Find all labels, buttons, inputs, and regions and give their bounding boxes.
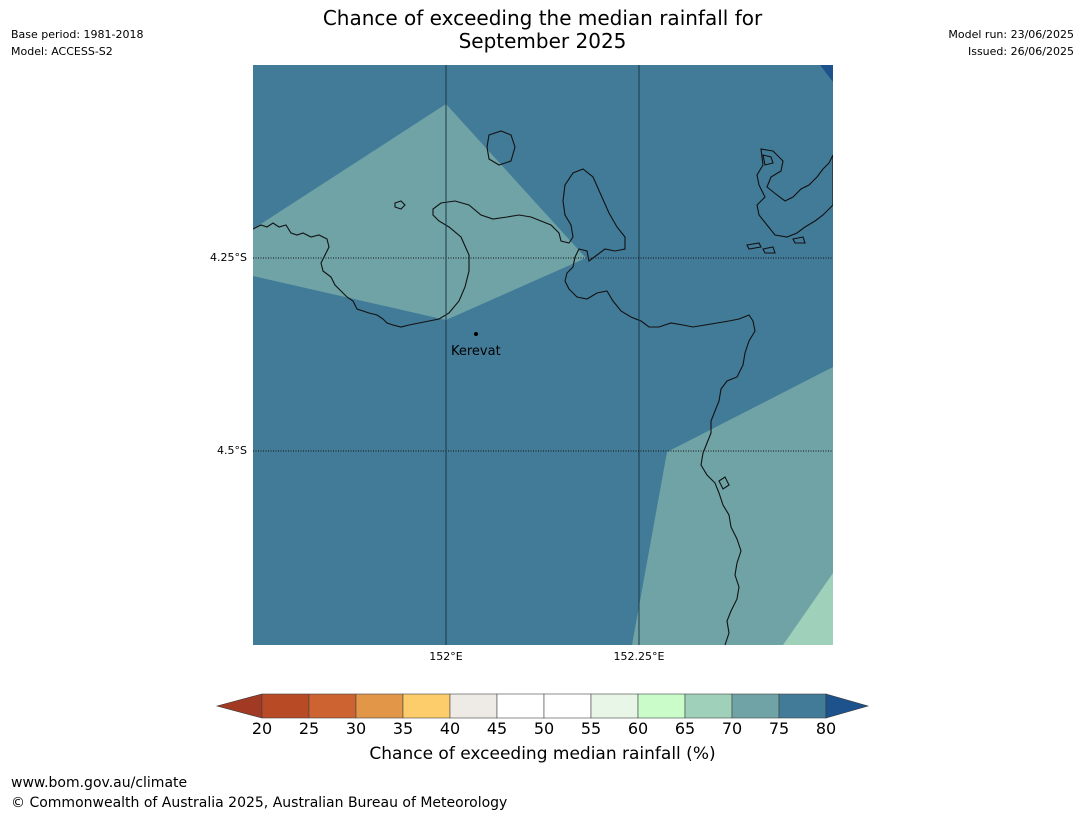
kerevat-label: Kerevat: [451, 344, 501, 359]
lat-label-4-5: 4.5°S: [217, 444, 247, 457]
colorbar-tick-label: 30: [345, 719, 367, 738]
colorbar-segment: [449, 693, 498, 719]
lon-label-152-25: 152.25°E: [613, 650, 665, 663]
colorbar-tick-label: 55: [580, 719, 602, 738]
zone-60-65-southeast: [783, 573, 833, 645]
zone-65-70-southeast: [632, 367, 833, 645]
colorbar-extend-high: [825, 693, 870, 719]
colorbar-tick-label: 35: [392, 719, 414, 738]
footer-copyright: © Commonwealth of Australia 2025, Austra…: [11, 795, 508, 811]
colorbar-tick-label: 40: [439, 719, 461, 738]
colorbar-segment: [637, 693, 686, 719]
colorbar-tick-label: 60: [627, 719, 649, 738]
colorbar-extend-low: [215, 693, 263, 719]
zone-65-70-north: [253, 104, 586, 320]
colorbar-tick-label: 25: [298, 719, 320, 738]
colorbar: [215, 693, 870, 719]
coastline: [253, 130, 833, 645]
coastline-islet-6: [718, 476, 730, 490]
model-run: Model run: 23/06/2025: [948, 28, 1074, 41]
coastline-islet-2: [762, 154, 774, 166]
coastline-islet-4: [762, 246, 776, 254]
colorbar-segment: [590, 693, 639, 719]
colorbar-segment: [355, 693, 404, 719]
colorbar-tick-label: 20: [251, 719, 273, 738]
colorbar-segment: [402, 693, 451, 719]
colorbar-segment: [543, 693, 592, 719]
footer-url: www.bom.gov.au/climate: [11, 775, 188, 791]
zone-above-80-corner: [820, 65, 833, 82]
colorbar-label: Chance of exceeding median rainfall (%): [369, 744, 716, 764]
colorbar-tick-label: 65: [674, 719, 696, 738]
issued-date: Issued: 26/06/2025: [967, 45, 1074, 58]
coastline-islet-3: [746, 242, 762, 250]
title-line-2: September 2025: [458, 29, 627, 53]
lat-label-4-25: 4.25°S: [210, 251, 247, 264]
colorbar-segment: [684, 693, 733, 719]
title-line-1: Chance of exceeding the median rainfall …: [322, 6, 763, 30]
coastline-islet-1: [394, 200, 406, 210]
colorbar-segment: [496, 693, 545, 719]
coastline-main: [253, 168, 756, 645]
colorbar-segment: [778, 693, 827, 719]
rainfall-map: Kerevat: [253, 65, 833, 645]
colorbar-tick-label: 70: [721, 719, 743, 738]
model-name: Model: ACCESS-S2: [11, 45, 113, 58]
colorbar-tick-label: 45: [486, 719, 508, 738]
meta-left: Base period: 1981-2018 Model: ACCESS-S2: [11, 26, 143, 60]
coastline-east-islands: [756, 148, 833, 238]
lon-label-152: 152°E: [429, 650, 463, 663]
coastline-island-north: [486, 130, 516, 166]
colorbar-segment: [308, 693, 357, 719]
kerevat-marker: [474, 332, 478, 336]
meta-right: Model run: 23/06/2025 Issued: 26/06/2025: [948, 26, 1074, 60]
base-period: Base period: 1981-2018: [11, 28, 144, 41]
colorbar-tick-label: 50: [533, 719, 555, 738]
colorbar-segment: [261, 693, 310, 719]
colorbar-tick-label: 75: [768, 719, 790, 738]
coastline-islet-5: [792, 236, 806, 244]
graticule: [253, 65, 833, 645]
chart-title: Chance of exceeding the median rainfall …: [0, 7, 1085, 53]
colorbar-segment: [731, 693, 780, 719]
colorbar-segments: [215, 693, 870, 719]
colorbar-tick-label: 80: [815, 719, 837, 738]
